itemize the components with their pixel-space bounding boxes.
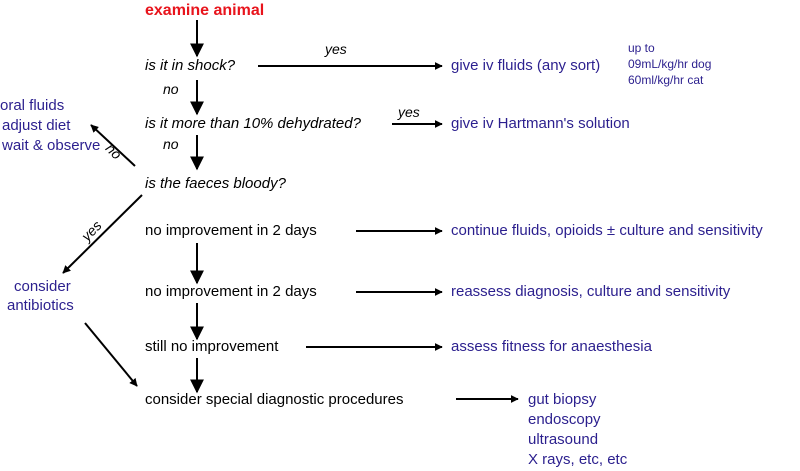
step-special-procedures: consider special diagnostic procedures xyxy=(145,391,404,408)
label-no-dehydrated: no xyxy=(163,136,179,152)
conservative-line-1: oral fluids xyxy=(0,97,65,114)
question-dehydrated: is it more than 10% dehydrated? xyxy=(145,115,361,132)
question-faeces: is the faeces bloody? xyxy=(145,175,286,192)
diagnostic-endoscopy: endoscopy xyxy=(528,411,601,428)
antibiotics-line-1: consider xyxy=(14,278,71,295)
arrow-faeces-yes xyxy=(62,194,143,274)
action-iv-fluids: give iv fluids (any sort) xyxy=(451,57,601,74)
conservative-line-2: adjust diet xyxy=(2,117,71,134)
diagnostic-gut-biopsy: gut biopsy xyxy=(528,391,597,408)
label-no-shock: no xyxy=(163,81,179,97)
label-yes-shock: yes xyxy=(325,41,347,57)
label-yes-dehydrated: yes xyxy=(398,104,420,120)
action-anaesthesia: assess fitness for anaesthesia xyxy=(451,338,652,355)
iv-rate-line-3: 60ml/kg/hr cat xyxy=(628,73,704,87)
arrow-faeces-no xyxy=(90,124,136,167)
start-node: examine animal xyxy=(145,2,265,19)
action-continue-fluids: continue fluids, opioids ± culture and s… xyxy=(451,222,763,239)
step-no-improvement-2: no improvement in 2 days xyxy=(145,283,317,300)
diagnostic-x-rays: X rays, etc, etc xyxy=(528,451,628,468)
conservative-line-3: wait & observe xyxy=(2,137,101,154)
action-hartmann: give iv Hartmann's solution xyxy=(451,115,630,132)
diagnostic-ultrasound: ultrasound xyxy=(528,431,599,448)
antibiotics-line-2: antibiotics xyxy=(7,297,74,314)
step-no-improvement-1: no improvement in 2 days xyxy=(145,222,317,239)
iv-rate-line-1: up to xyxy=(628,41,655,55)
arrow-antibiotics-to-special xyxy=(84,322,138,387)
action-reassess: reassess diagnosis, culture and sensitiv… xyxy=(451,283,731,300)
question-shock: is it in shock? xyxy=(145,57,236,74)
iv-rate-line-2: 09mL/kg/hr dog xyxy=(628,57,712,71)
step-still-no-improvement: still no improvement xyxy=(145,338,279,355)
